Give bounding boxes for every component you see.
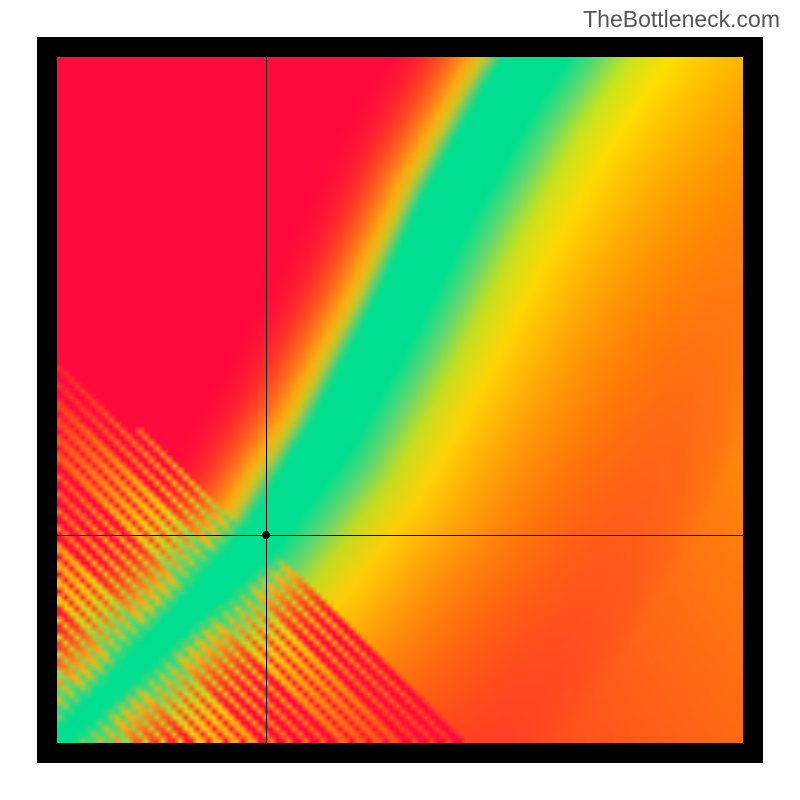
outer-frame: [37, 37, 763, 763]
bottleneck-heatmap: [57, 57, 743, 743]
plot-area: [57, 57, 743, 743]
crosshair-vertical: [266, 57, 267, 743]
watermark-text: TheBottleneck.com: [583, 6, 780, 33]
marker-dot: [262, 531, 270, 539]
crosshair-horizontal: [57, 535, 743, 536]
